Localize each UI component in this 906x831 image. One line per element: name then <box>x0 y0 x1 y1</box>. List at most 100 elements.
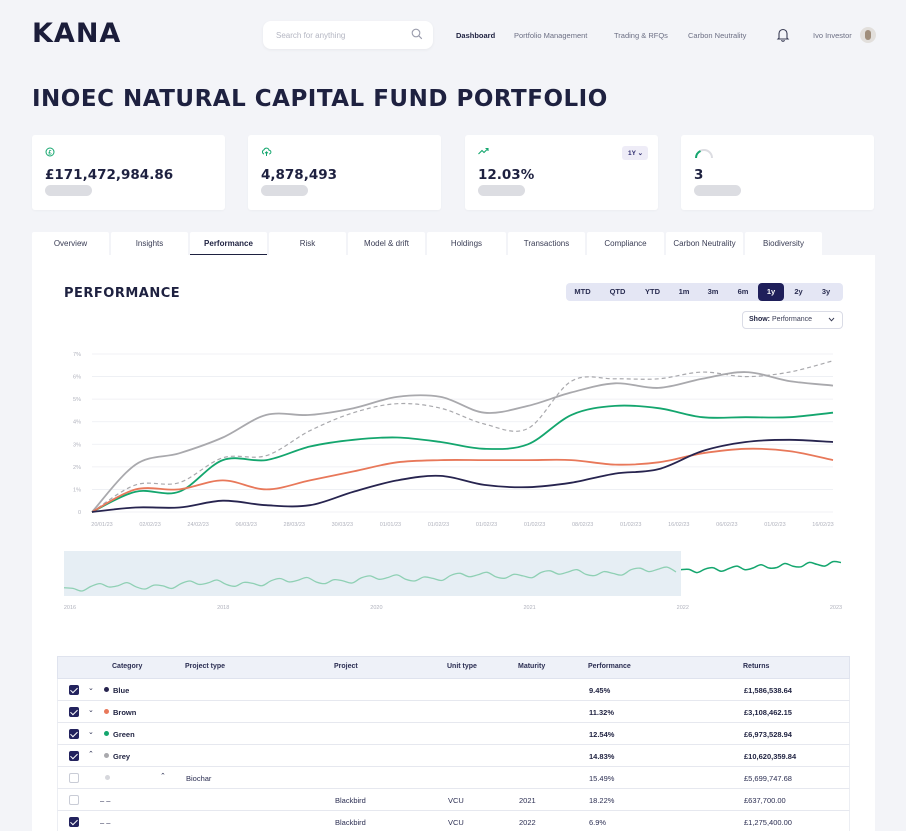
col-project[interactable]: Project <box>334 663 358 670</box>
range-2y[interactable]: 2y <box>794 287 803 296</box>
nav-trading-rfqs[interactable]: Trading & RFQs <box>614 31 668 40</box>
y-tick-label: 6% <box>73 375 81 381</box>
cloud-upload-icon <box>262 147 272 156</box>
nav-portfolio-management[interactable]: Portfolio Management <box>514 31 588 40</box>
project-cell: Blackbird <box>335 818 366 827</box>
chevron-up-icon[interactable]: ⌃ <box>160 773 166 780</box>
row-checkbox[interactable] <box>69 795 79 805</box>
returns-cell: £3,108,462.15 <box>744 708 792 717</box>
returns-cell: £10,620,359.84 <box>744 752 797 761</box>
row-checkbox[interactable] <box>69 773 79 783</box>
col-returns[interactable]: Returns <box>743 663 770 670</box>
series-line-brown <box>91 447 834 513</box>
nav-carbon-neutrality[interactable]: Carbon Neutrality <box>688 31 747 40</box>
range-3y[interactable]: 3y <box>821 287 831 296</box>
tab-risk[interactable]: Risk <box>269 232 346 255</box>
search-box[interactable] <box>263 21 433 49</box>
row-checkbox[interactable] <box>69 751 79 761</box>
series-line-grey-dashed <box>91 360 834 513</box>
bell-icon[interactable] <box>776 27 790 42</box>
tab-biodiversity[interactable]: Biodiversity <box>745 232 822 255</box>
table-row[interactable]: ⌃ Biochar 15.49% £5,699,747.68 <box>57 767 850 789</box>
tab-overview[interactable]: Overview <box>32 232 109 255</box>
range-ytd[interactable]: YTD <box>645 287 660 296</box>
category-color-dot <box>104 687 109 692</box>
row-checkbox[interactable] <box>69 685 79 695</box>
col-performance[interactable]: Performance <box>588 663 631 670</box>
y-tick-label: 0 <box>78 510 81 516</box>
chevron-down-icon: ⌄ <box>637 150 644 157</box>
tab-carbon-neutrality[interactable]: Carbon Neutrality <box>666 232 743 255</box>
range-1m[interactable]: 1m <box>678 287 690 296</box>
svg-text:£: £ <box>48 150 52 156</box>
navigator-series-active <box>680 560 842 574</box>
tab-insights[interactable]: Insights <box>111 232 188 255</box>
y-tick-label: 4% <box>73 420 81 426</box>
table-row[interactable]: – – Blackbird VCU 2022 6.9% £1,275,400.00 <box>57 811 850 831</box>
search-input[interactable] <box>263 21 393 49</box>
x-tick-label: 06/03/23 <box>235 522 256 528</box>
tab-holdings[interactable]: Holdings <box>427 232 506 255</box>
navigator-year-label: 2018 <box>217 605 229 611</box>
x-tick-label: 01/02/23 <box>764 522 785 528</box>
range-qtd[interactable]: QTD <box>609 287 626 296</box>
category-cell: – – <box>100 796 111 805</box>
table-row[interactable]: – – Blackbird VCU 2021 18.22% £637,700.00 <box>57 789 850 811</box>
x-tick-label: 24/02/23 <box>187 522 208 528</box>
chevron-down-icon[interactable]: ⌄ <box>88 729 94 736</box>
table-row[interactable]: ⌄ Green 12.54% £6,973,528.94 <box>57 723 850 745</box>
maturity-cell: 2022 <box>519 818 536 827</box>
maturity-cell: 2021 <box>519 796 536 805</box>
kana-logo[interactable]: KANA <box>32 18 122 49</box>
performance-cell: 18.22% <box>589 796 615 805</box>
range-1y[interactable]: 1y <box>758 283 784 301</box>
row-checkbox[interactable] <box>69 817 79 827</box>
kpi-card-value: £ £171,472,984.86 <box>32 135 225 210</box>
performance-cell: 12.54% <box>589 730 615 739</box>
performance-cell: 15.49% <box>589 774 615 783</box>
gauge-icon <box>695 149 713 159</box>
table-row[interactable]: ⌃ Grey 14.83% £10,620,359.84 <box>57 745 850 767</box>
returns-cell: £1,275,400.00 <box>744 818 792 827</box>
row-checkbox[interactable] <box>69 707 79 717</box>
search-icon[interactable] <box>411 28 423 40</box>
x-axis-ticks: 20/01/23 02/02/23 24/02/23 06/03/23 28/03/23… <box>91 522 833 528</box>
kpi-placeholder-bar <box>45 185 92 196</box>
x-tick-label: 08/02/23 <box>572 522 593 528</box>
category-cell: Grey <box>113 752 131 761</box>
col-unit-type[interactable]: Unit type <box>447 663 477 670</box>
returns-cell: £6,973,528.94 <box>744 730 792 739</box>
range-3m[interactable]: 3m <box>707 287 719 296</box>
col-project-type[interactable]: Project type <box>185 663 226 670</box>
chevron-down-icon[interactable]: ⌄ <box>88 707 94 714</box>
row-checkbox[interactable] <box>69 729 79 739</box>
table-row[interactable]: ⌄ Brown 11.32% £3,108,462.15 <box>57 701 850 723</box>
table-row[interactable]: ⌄ Blue 9.45% £1,586,538.64 <box>57 679 850 701</box>
y-tick-label: 2% <box>73 465 81 471</box>
col-category[interactable]: Category <box>112 663 143 670</box>
page-title: INOEC NATURAL CAPITAL FUND PORTFOLIO <box>32 86 608 112</box>
tab-compliance[interactable]: Compliance <box>587 232 664 255</box>
range-mtd[interactable]: MTD <box>574 287 591 296</box>
chevron-up-icon[interactable]: ⌃ <box>88 751 94 758</box>
x-tick-label: 01/01/23 <box>380 522 401 528</box>
project-cell: Blackbird <box>335 796 366 805</box>
show-label: Show: <box>749 316 770 323</box>
navigator-selection <box>64 551 681 596</box>
trending-up-icon <box>478 147 489 155</box>
tab-transactions[interactable]: Transactions <box>508 232 585 255</box>
tab-model-drift[interactable]: Model & drift <box>348 232 425 255</box>
chevron-down-icon[interactable]: ⌄ <box>88 685 94 692</box>
show-dropdown[interactable]: Show: Performance <box>742 311 843 329</box>
kpi-card-growth: 1Y ⌄ 12.03% <box>465 135 658 210</box>
user-name[interactable]: Ivo Investor <box>813 31 852 40</box>
nav-dashboard[interactable]: Dashboard <box>456 31 496 40</box>
navigator-year-label: 2020 <box>370 605 382 611</box>
range-6m[interactable]: 6m <box>737 287 749 296</box>
avatar[interactable] <box>860 27 876 43</box>
x-tick-label: 28/03/23 <box>284 522 305 528</box>
col-maturity[interactable]: Maturity <box>518 663 546 670</box>
period-selector[interactable]: 1Y ⌄ <box>622 146 648 160</box>
